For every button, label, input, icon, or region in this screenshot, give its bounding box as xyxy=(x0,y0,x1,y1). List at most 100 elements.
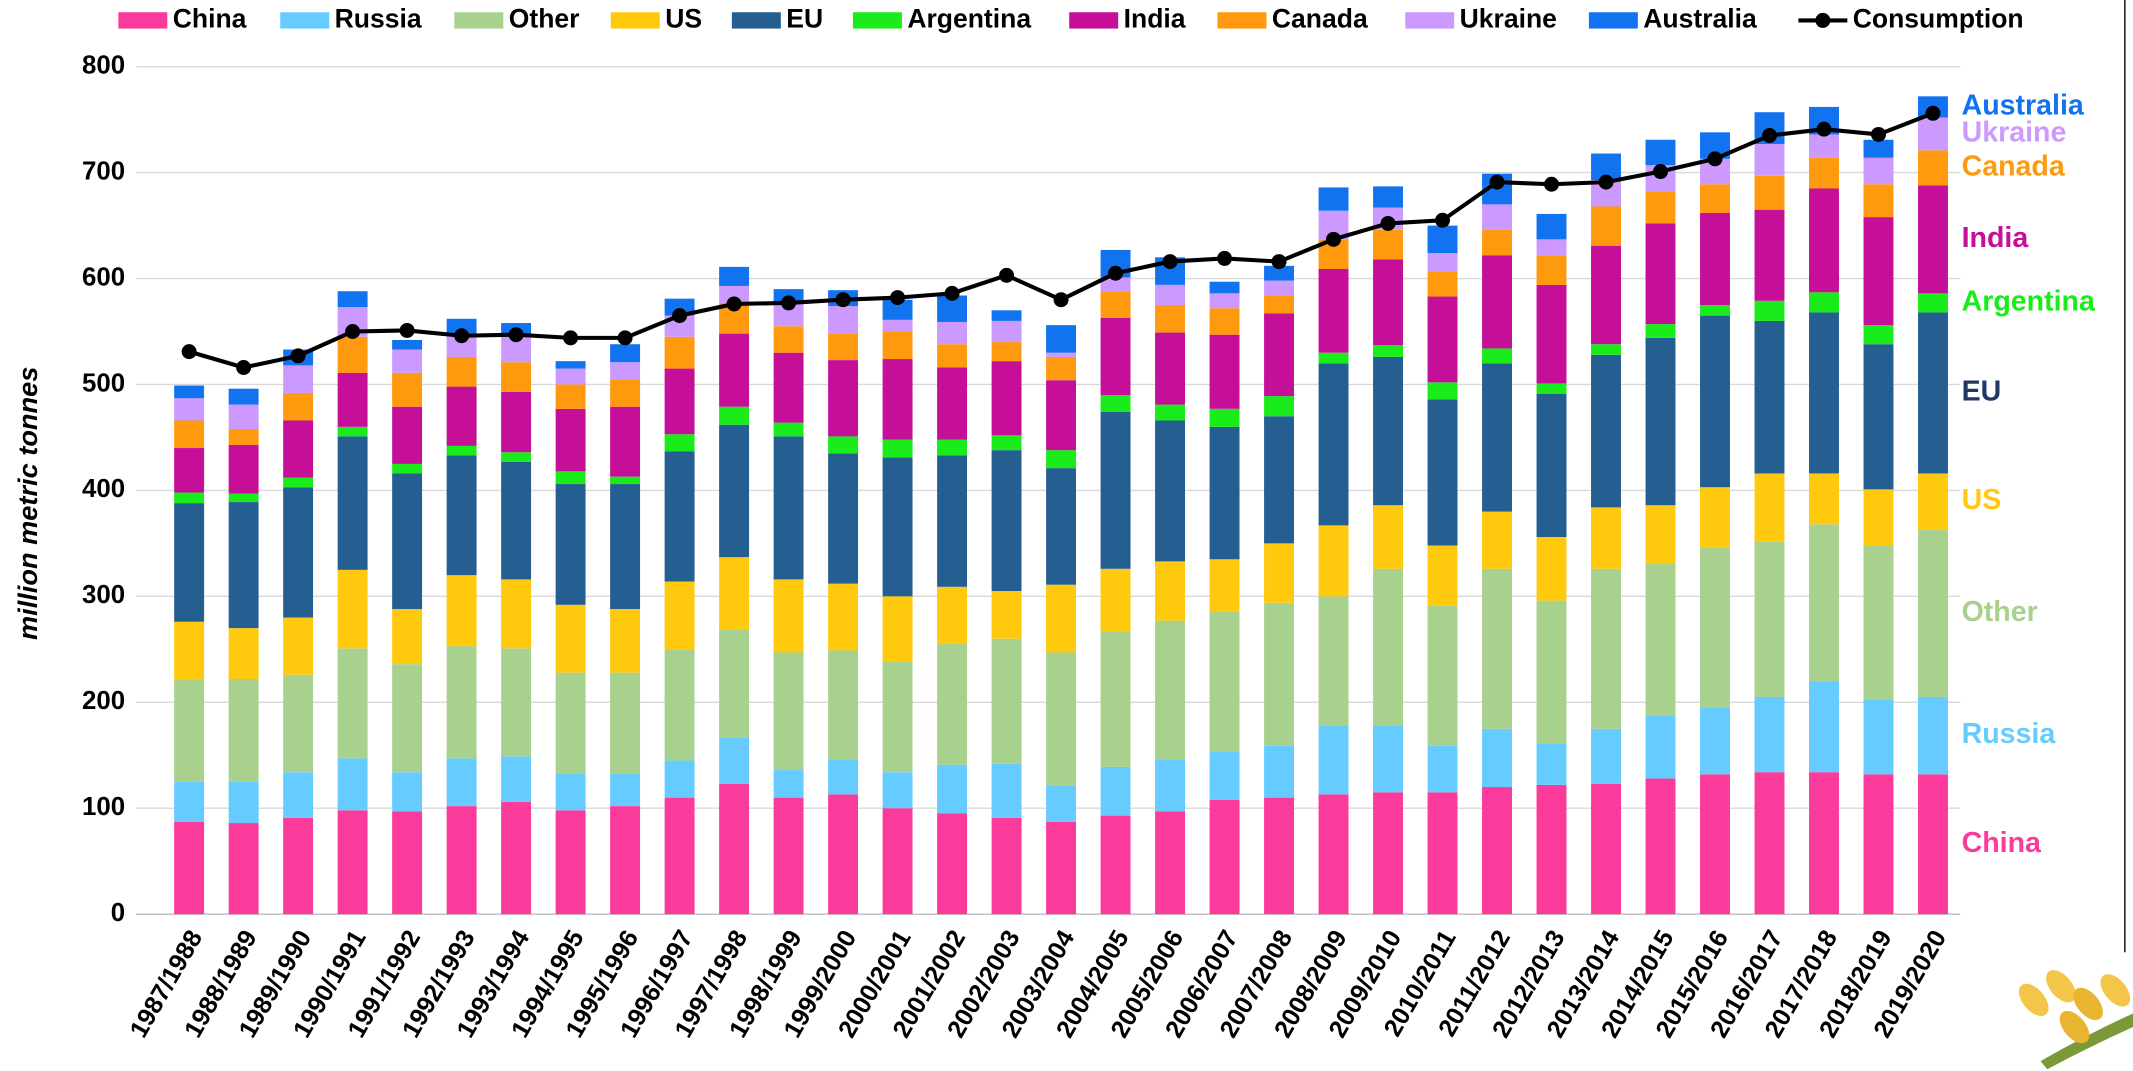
bar-segment xyxy=(229,405,259,429)
bar-segment xyxy=(1319,187,1349,210)
bar-segment xyxy=(992,818,1022,914)
consumption-point xyxy=(945,286,960,301)
bar-segment xyxy=(1264,416,1294,543)
bar-segment xyxy=(1046,380,1076,450)
legend-swatch xyxy=(853,12,902,28)
y-tick-label: 600 xyxy=(82,263,125,291)
consumption-point xyxy=(727,296,742,311)
bar-segment xyxy=(610,806,640,914)
consumption-point xyxy=(999,268,1014,283)
bar-segment xyxy=(1210,800,1240,914)
bar-segment xyxy=(501,362,531,392)
bar-segment xyxy=(992,591,1022,639)
bar-segment xyxy=(447,455,477,575)
bar-segment xyxy=(1319,353,1349,364)
y-tick-label: 500 xyxy=(82,369,125,397)
bar-segment xyxy=(1809,292,1839,312)
bar-segment xyxy=(937,344,967,367)
bar-segment xyxy=(1155,561,1185,620)
bar-segment xyxy=(1210,282,1240,294)
consumption-point xyxy=(890,290,905,305)
bar-segment xyxy=(1046,786,1076,822)
bar-segment xyxy=(883,320,913,332)
bar-segment xyxy=(1101,816,1131,915)
bar-segment xyxy=(556,369,586,385)
bar-segment xyxy=(1428,792,1458,914)
bar-segment xyxy=(229,823,259,914)
bar-segment xyxy=(1646,716,1676,779)
bar-segment xyxy=(883,662,913,772)
bar-segment xyxy=(1428,226,1458,254)
bar-segment xyxy=(610,362,640,379)
bar-segment xyxy=(1537,239,1567,255)
bar-segment xyxy=(1155,621,1185,760)
bar-segment xyxy=(1591,784,1621,914)
bar-segment xyxy=(1101,569,1131,632)
bar-segment xyxy=(1101,318,1131,395)
bar-segment xyxy=(174,420,204,448)
bar-segment xyxy=(1809,158,1839,189)
bar-segment xyxy=(392,772,422,811)
bar-segment xyxy=(1264,746,1294,798)
bar-segment xyxy=(1918,185,1948,293)
series-end-label: China xyxy=(1962,827,2042,859)
bar-segment xyxy=(174,503,204,622)
bar-segment xyxy=(338,436,368,569)
y-axis-title: million metric tonnes xyxy=(12,367,43,640)
legend-label: Argentina xyxy=(907,3,1031,33)
bar-segment xyxy=(1373,505,1403,569)
y-tick-label: 800 xyxy=(82,51,125,79)
bar-segment xyxy=(1210,752,1240,800)
bar-segment xyxy=(392,407,422,464)
bar-segment xyxy=(1537,537,1567,601)
legend-swatch xyxy=(280,12,329,28)
bar-segment xyxy=(828,436,858,453)
bar-segment xyxy=(392,350,422,373)
bar-segment xyxy=(883,808,913,914)
bar-segment xyxy=(665,798,695,915)
bar-segment xyxy=(338,427,368,437)
y-tick-label: 100 xyxy=(82,793,125,821)
bar-segment xyxy=(229,445,259,494)
bar-segment xyxy=(1210,611,1240,752)
bar-segment xyxy=(719,267,749,286)
bar-segment xyxy=(828,584,858,651)
bar-segment xyxy=(992,361,1022,435)
bar-segment xyxy=(1101,767,1131,816)
bar-segment xyxy=(1101,631,1131,767)
bar-segment xyxy=(1918,150,1948,185)
bar-segment xyxy=(501,756,531,802)
consumption-point xyxy=(454,328,469,343)
bar-segment xyxy=(392,340,422,350)
consumption-point xyxy=(618,330,633,345)
bar-segment xyxy=(1700,316,1730,488)
bar-segment xyxy=(1482,230,1512,255)
bar-segment xyxy=(1809,188,1839,292)
bar-segment xyxy=(1264,798,1294,915)
bar-segment xyxy=(883,440,913,458)
bar-segment xyxy=(1428,297,1458,383)
bar-segment xyxy=(1537,785,1567,914)
bar-segment xyxy=(1755,210,1785,301)
bar-segment xyxy=(174,386,204,399)
bar-segment xyxy=(1864,774,1894,914)
bar-segment xyxy=(828,453,858,583)
consumption-point xyxy=(1762,128,1777,143)
y-tick-label: 300 xyxy=(82,581,125,609)
bar-segment xyxy=(665,582,695,650)
bar-segment xyxy=(937,455,967,586)
bar-segment xyxy=(501,579,531,648)
bar-segment xyxy=(283,365,313,393)
bar-segment xyxy=(283,487,313,617)
bar-segment xyxy=(992,321,1022,342)
bar-segment xyxy=(828,334,858,360)
bar-segment xyxy=(610,773,640,806)
bar-segment xyxy=(447,357,477,387)
bar-segment xyxy=(1428,382,1458,399)
bar-segment xyxy=(1755,301,1785,321)
bar-segment xyxy=(1373,792,1403,914)
bar-segment xyxy=(1591,344,1621,355)
bar-segment xyxy=(1918,774,1948,914)
bar-segment xyxy=(338,337,368,373)
bar-segment xyxy=(992,435,1022,450)
